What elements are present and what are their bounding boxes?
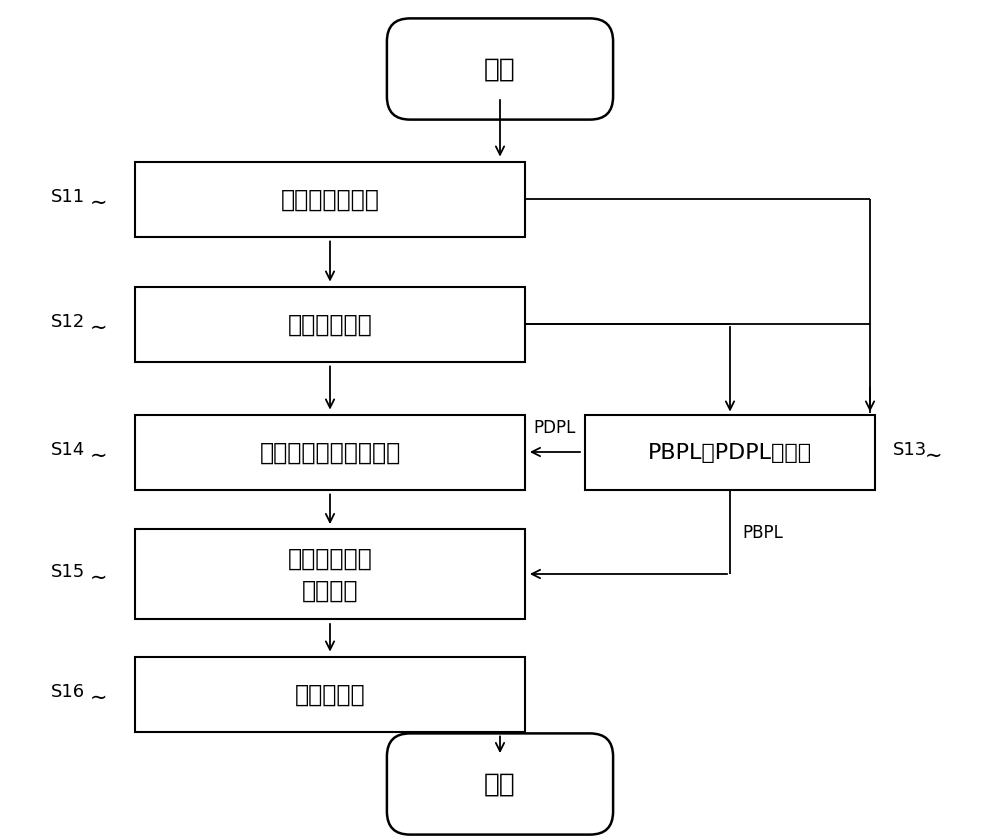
Text: S12: S12	[51, 313, 85, 330]
Text: S14: S14	[51, 441, 85, 458]
Text: 图像的显示: 图像的显示	[295, 682, 365, 706]
Bar	[135, 162, 525, 237]
Text: 每个灰度级的
差分扩展: 每个灰度级的 差分扩展	[288, 547, 372, 602]
Text: 结束: 结束	[484, 771, 516, 797]
Bar	[135, 657, 525, 732]
Text: S13: S13	[893, 441, 927, 458]
Text: S15: S15	[51, 563, 85, 580]
FancyBboxPatch shape	[387, 19, 613, 120]
Text: 开始: 开始	[484, 57, 516, 83]
Bar	[135, 415, 525, 490]
Text: ∼: ∼	[90, 318, 108, 338]
Text: PDPL: PDPL	[534, 419, 576, 436]
Text: 柱状图的生成: 柱状图的生成	[288, 313, 372, 337]
Text: PBPL: PBPL	[742, 523, 783, 541]
Text: PBPL、PDPL的计算: PBPL、PDPL的计算	[648, 442, 812, 462]
Text: ∼: ∼	[925, 446, 942, 466]
Text: ∼: ∼	[90, 446, 108, 466]
Text: ∼: ∼	[90, 568, 108, 588]
Text: ∼: ∼	[90, 193, 108, 212]
Text: ∼: ∼	[90, 687, 108, 707]
Text: S11: S11	[51, 188, 85, 206]
Bar	[135, 287, 525, 362]
Bar	[135, 529, 525, 619]
Text: 照度分量的提取: 照度分量的提取	[281, 188, 379, 212]
Text: 每个灰度级的差分移位: 每个灰度级的差分移位	[259, 441, 401, 465]
Text: S16: S16	[51, 682, 85, 701]
FancyBboxPatch shape	[387, 733, 613, 834]
Bar	[585, 415, 875, 490]
